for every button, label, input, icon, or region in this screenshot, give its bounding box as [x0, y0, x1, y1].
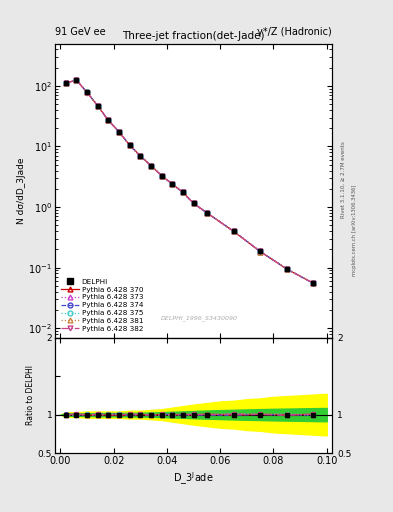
Legend: DELPHI, Pythia 6.428 370, Pythia 6.428 373, Pythia 6.428 374, Pythia 6.428 375, : DELPHI, Pythia 6.428 370, Pythia 6.428 3…	[59, 276, 145, 334]
Text: mcplots.cern.ch [arXiv:1306.3436]: mcplots.cern.ch [arXiv:1306.3436]	[352, 185, 357, 276]
Text: γ*/Z (Hadronic): γ*/Z (Hadronic)	[257, 27, 332, 37]
Text: DELPHI_1996_S3430090: DELPHI_1996_S3430090	[161, 316, 238, 322]
Y-axis label: N dσ/dD_3Jade: N dσ/dD_3Jade	[17, 157, 26, 224]
Y-axis label: Ratio to DELPHI: Ratio to DELPHI	[26, 366, 35, 425]
Title: Three-jet fraction(det-Jade): Three-jet fraction(det-Jade)	[122, 31, 265, 41]
X-axis label: D_3$^{\mathregular{J}}$ade: D_3$^{\mathregular{J}}$ade	[173, 470, 214, 487]
Text: Rivet 3.1.10, ≥ 2.7M events: Rivet 3.1.10, ≥ 2.7M events	[341, 141, 346, 218]
Text: 91 GeV ee: 91 GeV ee	[55, 27, 106, 37]
